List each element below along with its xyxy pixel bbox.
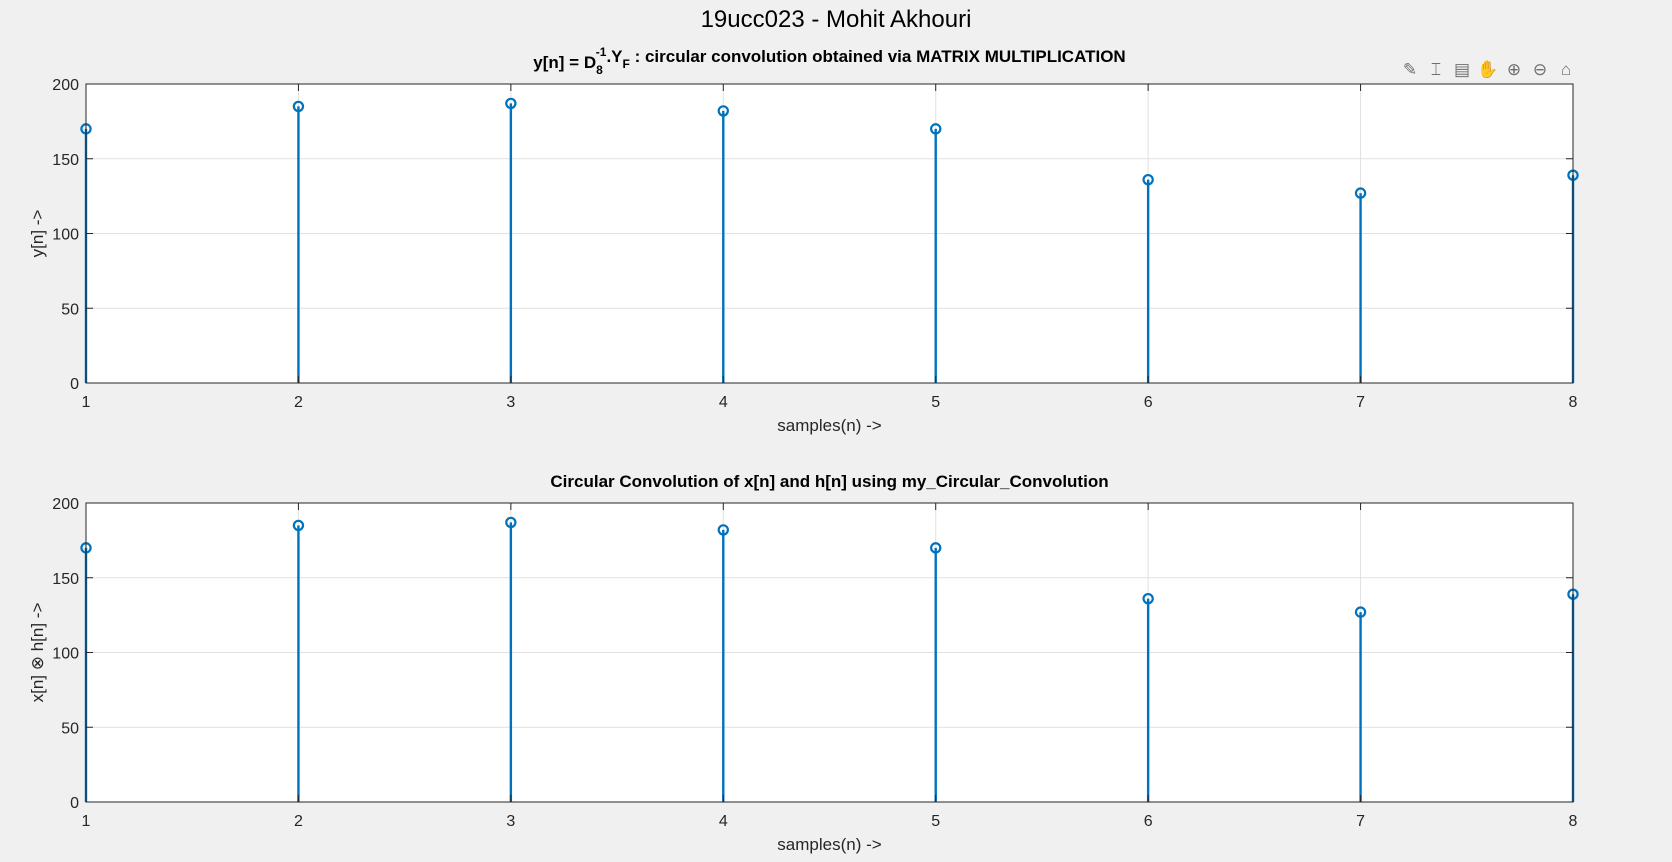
y-axis-label: y[n] -> xyxy=(28,210,47,258)
stem-marker xyxy=(292,519,305,532)
x-tick-label: 6 xyxy=(1144,813,1153,830)
title-part-sup1: -1 xyxy=(596,45,607,59)
title-part-mid: .Y xyxy=(606,47,623,66)
pan-icon[interactable]: ✋ xyxy=(1477,60,1499,79)
x-tick-label: 7 xyxy=(1356,394,1365,411)
title-part-sub1: 8 xyxy=(596,63,603,77)
title-part-tail: : circular convolution obtained via MATR… xyxy=(630,47,1126,66)
y-tick-label: 200 xyxy=(52,496,79,513)
axes-toolbar: ✎ ⌶ ▤ ✋ ⊕ ⊖ ⌂ xyxy=(1398,57,1578,83)
stem-marker xyxy=(717,105,729,117)
x-tick-label: 7 xyxy=(1356,813,1365,830)
x-tick-label: 6 xyxy=(1144,394,1153,411)
x-tick-label: 4 xyxy=(719,813,728,830)
stem-marker xyxy=(292,100,305,113)
stem-marker xyxy=(1142,173,1154,186)
y-tick-label: 50 xyxy=(61,301,79,318)
x-axis-label: samples(n) -> xyxy=(777,835,881,854)
zoom-in-icon[interactable]: ⊕ xyxy=(1506,60,1522,79)
x-tick-label: 5 xyxy=(931,394,940,411)
y-tick-label: 100 xyxy=(52,227,79,244)
y-tick-label: 100 xyxy=(52,646,79,663)
stem-marker xyxy=(505,516,517,529)
x-tick-label: 8 xyxy=(1569,394,1578,411)
figure-super-title: 19ucc023 - Mohit Akhouri xyxy=(700,6,972,33)
y-tick-label: 150 xyxy=(52,152,79,169)
home-icon[interactable]: ⌂ xyxy=(1560,60,1572,79)
x-tick-label: 2 xyxy=(294,394,303,411)
stem-marker xyxy=(1354,187,1367,199)
y-tick-label: 50 xyxy=(61,720,79,737)
stem-marker xyxy=(930,123,942,135)
stem-marker xyxy=(505,97,517,110)
stem-marker xyxy=(1142,592,1154,605)
x-tick-label: 3 xyxy=(506,394,515,411)
title-part-sub2: F xyxy=(623,57,630,71)
y-axis-label: x[n] ⊗ h[n] -> xyxy=(28,603,47,703)
data-cursor-icon[interactable]: ⌶ xyxy=(1430,60,1442,79)
subplot-2: 1 2 3 4 5 6 7 8 0 50 100 150 200 samples(n) -> x[n] ⊗ … xyxy=(28,472,1579,854)
y-tick-label: 150 xyxy=(52,571,79,588)
axes-title: Circular Convolution of x[n] and h[n] us… xyxy=(550,472,1108,491)
y-tick-label: 200 xyxy=(52,77,79,94)
x-tick-label: 3 xyxy=(506,813,515,830)
x-tick-label: 2 xyxy=(294,813,303,830)
stem-marker xyxy=(930,542,942,554)
x-tick-label: 5 xyxy=(931,813,940,830)
stem-marker xyxy=(1354,606,1367,618)
insert-legend-icon[interactable]: ▤ xyxy=(1453,60,1471,79)
x-tick-label: 1 xyxy=(82,813,91,830)
subplot-1: 1 2 3 4 5 6 7 8 0 50 100 150 200 samples(n) -> y[n] ->… xyxy=(28,45,1579,435)
x-tick-label: 4 xyxy=(719,394,728,411)
y-tick-label: 0 xyxy=(70,795,79,812)
x-tick-label: 8 xyxy=(1569,813,1578,830)
x-tick-label: 1 xyxy=(82,394,91,411)
title-part-main: y[n] = D xyxy=(533,53,596,72)
stem-marker xyxy=(717,524,729,536)
x-axis-label: samples(n) -> xyxy=(777,416,881,435)
brush-icon[interactable]: ✎ xyxy=(1402,60,1418,79)
axes-title: y[n] = D8 -1.YF : circular convolution ob… xyxy=(533,45,1125,77)
zoom-out-icon[interactable]: ⊖ xyxy=(1532,60,1548,79)
y-tick-label: 0 xyxy=(70,376,79,393)
